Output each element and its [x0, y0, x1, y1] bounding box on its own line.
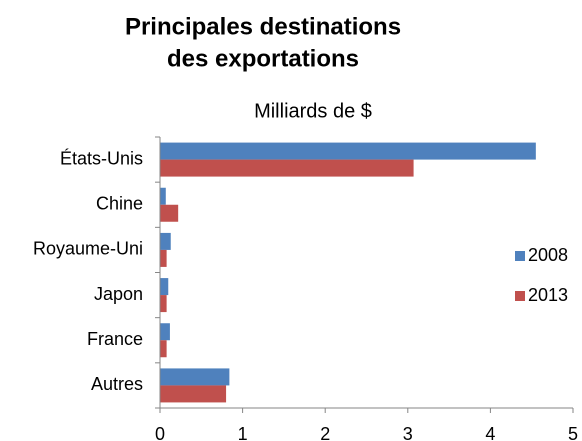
x-tick-label: 3 — [403, 424, 413, 441]
bar — [160, 142, 536, 160]
legend-swatch — [515, 251, 525, 261]
y-tick-label: Autres — [91, 374, 143, 394]
bar — [160, 340, 167, 358]
legend-label: 2008 — [528, 245, 568, 265]
bar — [160, 295, 167, 313]
y-tick-label: Royaume-Uni — [33, 239, 143, 259]
bar — [160, 204, 179, 222]
bar — [160, 159, 414, 177]
bar — [160, 278, 169, 296]
bar — [160, 249, 167, 267]
chart-subtitle: Milliards de $ — [254, 100, 372, 122]
chart-title: des exportations — [167, 45, 359, 72]
x-tick-label: 5 — [568, 424, 578, 441]
bar — [160, 385, 227, 403]
legend-label: 2013 — [528, 285, 568, 305]
x-tick-label: 4 — [485, 424, 495, 441]
legend-swatch — [515, 291, 525, 301]
bar — [160, 232, 171, 250]
x-tick-label: 1 — [238, 424, 248, 441]
chart-title: Principales destinations — [125, 13, 401, 40]
bar — [160, 187, 166, 205]
y-tick-label: États-Unis — [60, 148, 143, 168]
x-tick-label: 2 — [320, 424, 330, 441]
x-tick-label: 0 — [155, 424, 165, 441]
y-tick-label: France — [87, 329, 143, 349]
y-tick-label: Japon — [94, 284, 143, 304]
bar — [160, 323, 170, 341]
bar — [160, 368, 230, 386]
y-tick-label: Chine — [96, 194, 143, 214]
